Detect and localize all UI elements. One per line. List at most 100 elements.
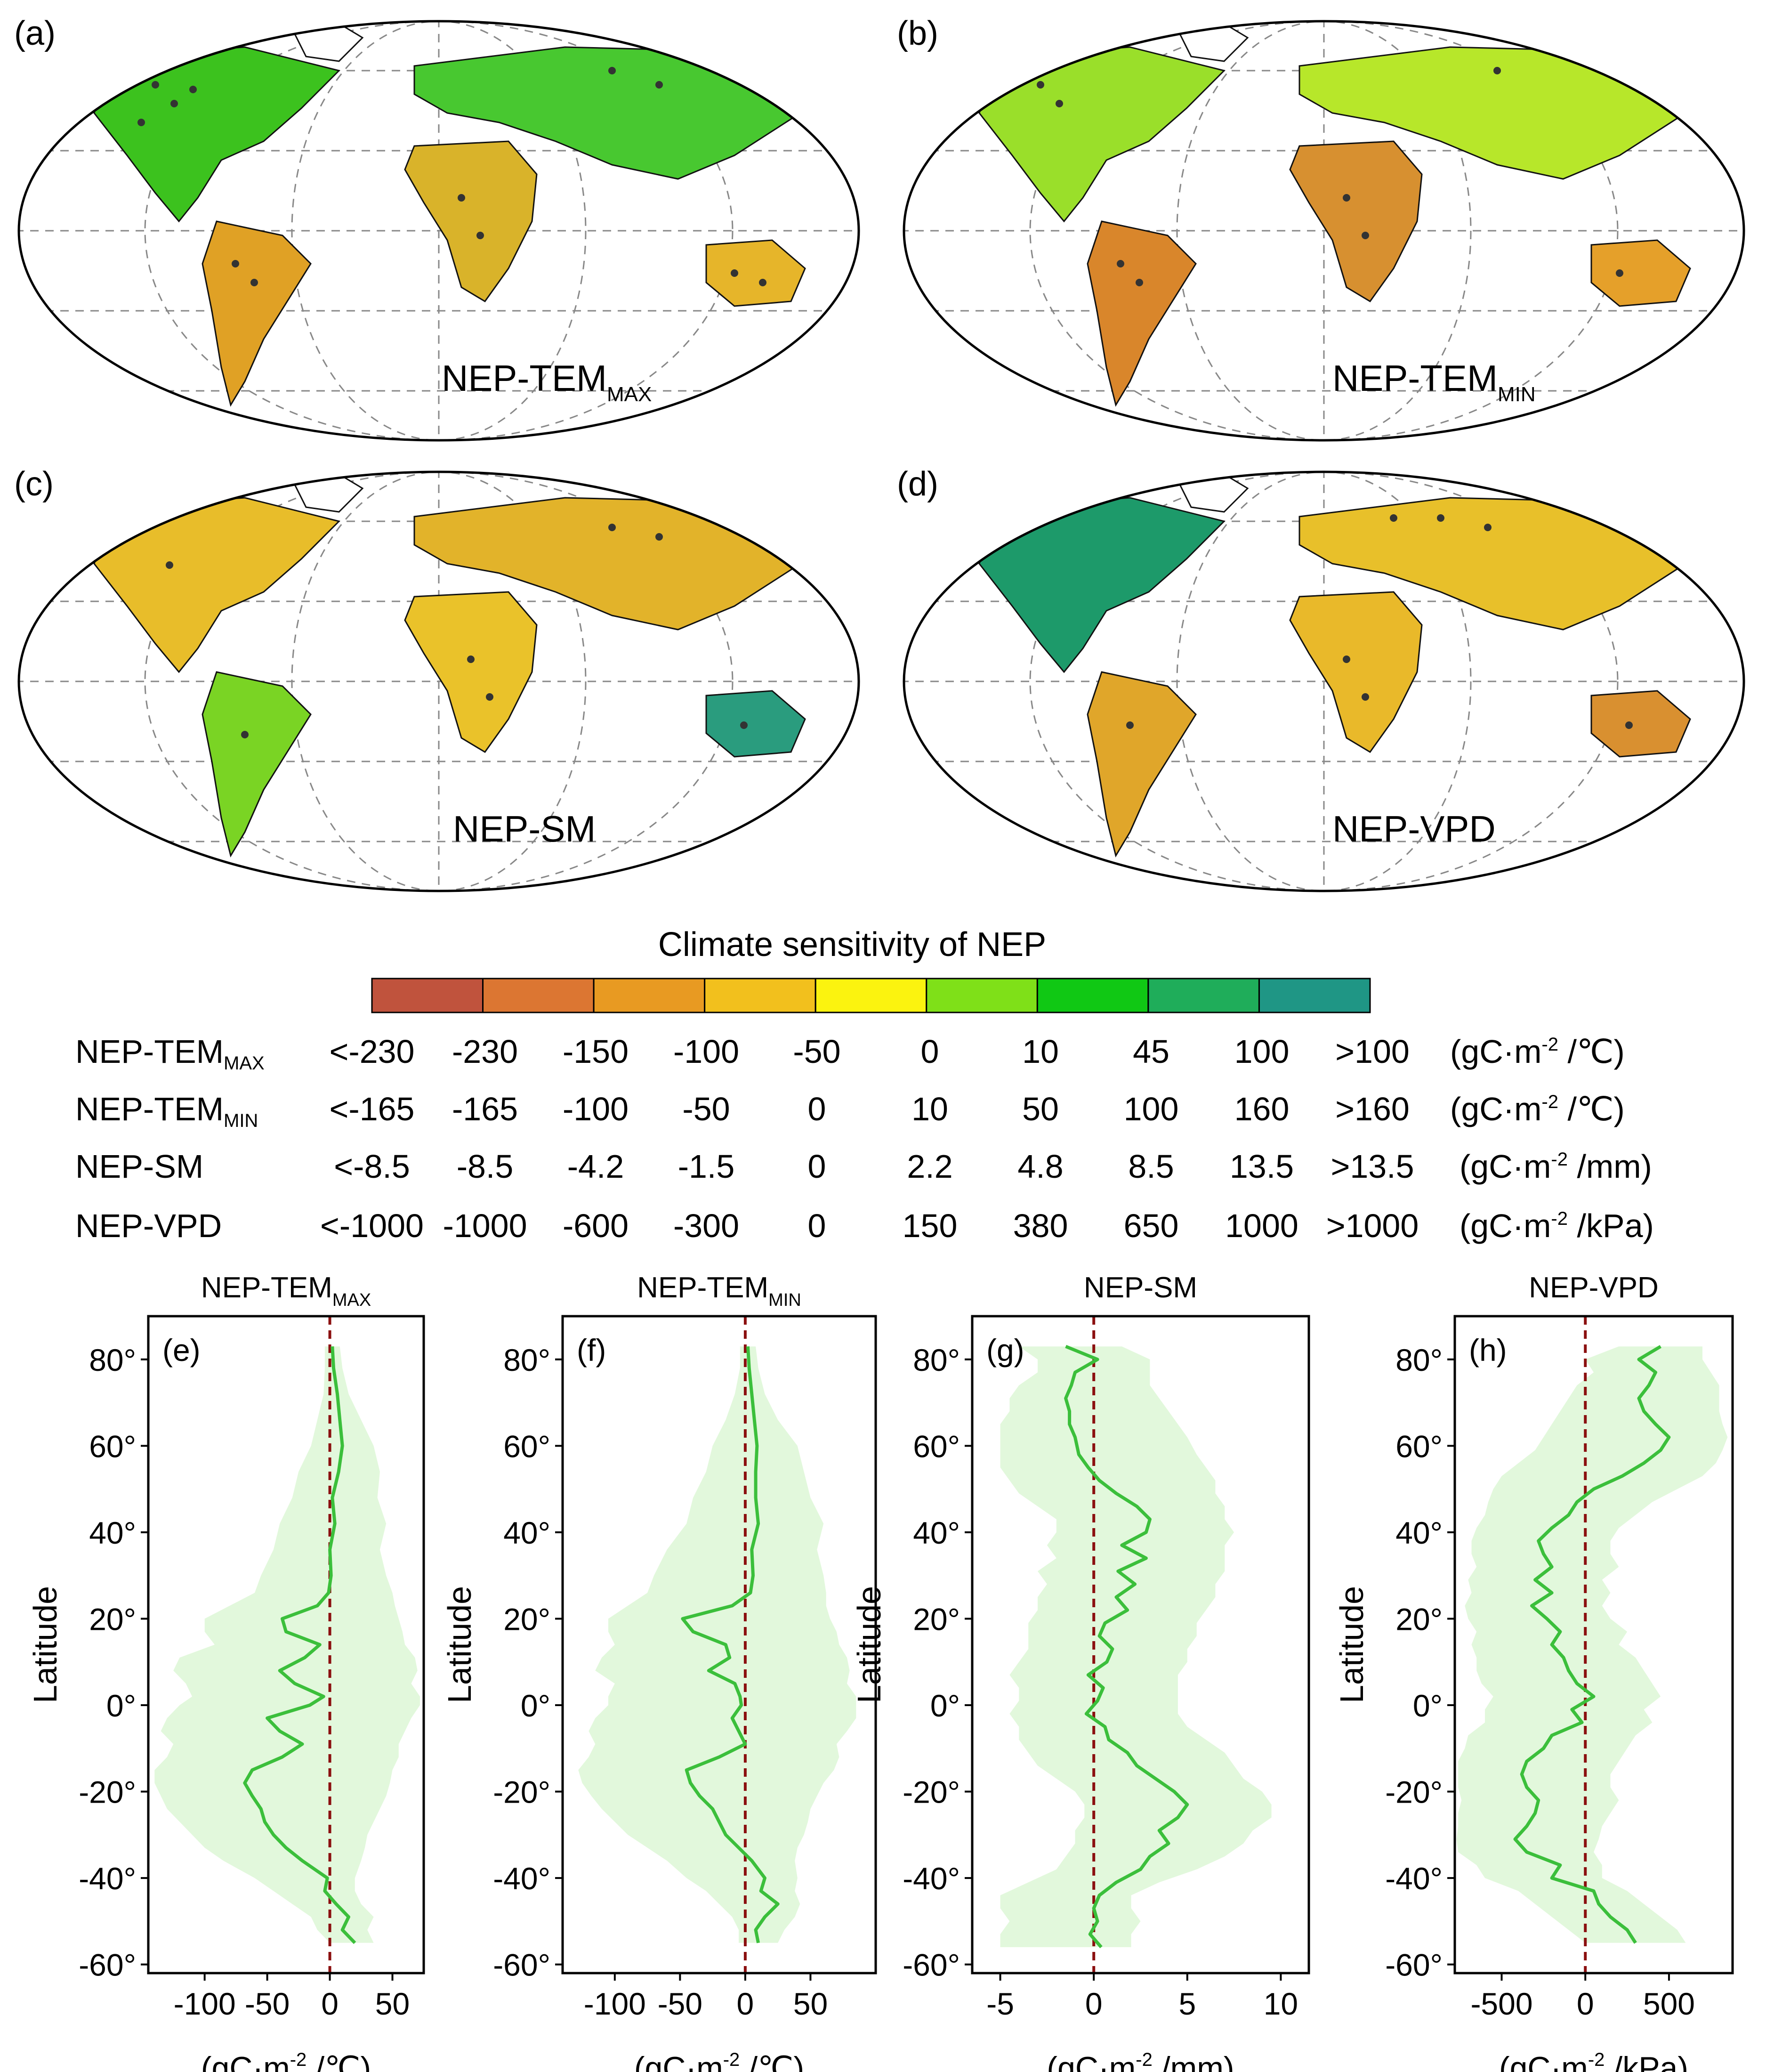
legend-value: -8.5 (456, 1148, 514, 1185)
legend-value: 0 (807, 1091, 826, 1127)
legend-value: -4.2 (567, 1148, 624, 1185)
panel-label: (c) (14, 465, 54, 503)
y-tick-label: 60° (913, 1429, 960, 1464)
legend-row: NEP-SM (gC·m-2 /mm) <-8.5 -8.5 -4.2 -1.5 0 2.… (0, 1141, 1766, 1192)
plot-frame (1453, 1315, 1734, 1975)
legend-value: <-165 (329, 1091, 415, 1127)
legend-value: -300 (673, 1207, 740, 1244)
legend-value: >1000 (1326, 1207, 1419, 1244)
map-frame (17, 20, 860, 442)
legend-value: -230 (452, 1033, 518, 1070)
legend-value: -100 (562, 1091, 629, 1127)
colorbar (371, 978, 1371, 1013)
australia (1590, 239, 1691, 307)
plot-frame (971, 1315, 1310, 1975)
y-tick-label: 40° (89, 1515, 136, 1550)
y-tick-label: 0° (1413, 1688, 1443, 1723)
legend-value: <-8.5 (334, 1148, 410, 1185)
mean-sensitivity-line (681, 1346, 780, 1943)
x-tick-label: 5 (1178, 1986, 1196, 2021)
north-america (978, 497, 1226, 673)
legend-value: 650 (1123, 1207, 1179, 1244)
profile-chart-e: 80° 60° 40° 20° 0° -20° -40° -60° -100 -50 0 50 (e)N… (27, 1271, 425, 2072)
y-tick-label: 0° (521, 1688, 550, 1723)
colorbar-swatch (593, 978, 706, 1013)
y-axis-label: Latitude (441, 1586, 478, 1703)
latitude-profile-charts: 80°60°40°20°0°-20°-40°-60°-100 -50 0 50(e)N… (27, 1271, 1734, 2072)
australia (1590, 690, 1691, 758)
y-tick-label: -60° (1385, 1948, 1443, 1983)
colorbar-swatch (482, 978, 595, 1013)
x-tick-label: -500 (1470, 1986, 1532, 2021)
legend-value: 100 (1234, 1033, 1290, 1070)
x-tick-label: -100 (174, 1986, 236, 2021)
north-america (93, 46, 340, 223)
north-america (978, 46, 1226, 223)
panel-label: (f) (577, 1333, 606, 1368)
legend-value: -600 (562, 1207, 629, 1244)
y-tick-label: -40° (79, 1861, 136, 1896)
x-axis-label: (gC·m-2 /mm) (1047, 2049, 1234, 2072)
uncertainty-band (1000, 1346, 1272, 1947)
legend-value: 160 (1234, 1091, 1290, 1127)
map-frame (903, 20, 1745, 442)
legend-value: 50 (1022, 1091, 1059, 1127)
legend-value: 380 (1013, 1207, 1068, 1244)
legend-value: 1000 (1225, 1207, 1298, 1244)
y-tick-label: 80° (503, 1343, 550, 1377)
legend-value: >100 (1335, 1033, 1410, 1070)
south-america (1087, 220, 1197, 407)
legend-row: NEP-TEMMAX (gC·m-2 /℃) <-230 -230 -150 -100… (0, 1026, 1766, 1077)
legend-unit: (gC·m-2 /℃) (1450, 1091, 1625, 1127)
map-frame (903, 470, 1745, 892)
legend-value: -1000 (443, 1207, 527, 1244)
chart-title: NEP-SM (1084, 1271, 1197, 1304)
chart-title: NEP-VPD (1529, 1271, 1659, 1304)
legend-value: 0 (920, 1033, 939, 1070)
legend-value: 8.5 (1128, 1148, 1174, 1185)
x-tick-label: 0 (321, 1986, 339, 2021)
x-axis-label: (gC·m-2 /kPa) (1499, 2049, 1688, 2072)
panel-label: (a) (14, 15, 56, 52)
south-america (202, 220, 312, 407)
x-tick-label: 50 (793, 1986, 828, 2021)
y-tick-label: 20° (89, 1602, 136, 1636)
legend-row-label: NEP-TEMMAX (75, 1033, 265, 1074)
map-title: NEP-TEMMIN (1332, 357, 1536, 406)
y-tick-label: -40° (493, 1861, 550, 1896)
legend-value: 150 (902, 1207, 958, 1244)
map-panel-c: (c) NEP-SM (14, 465, 860, 892)
x-tick-label: 50 (375, 1986, 410, 2021)
australia (705, 239, 806, 307)
plot-frame (561, 1315, 877, 1975)
land-masses (93, 473, 839, 858)
mean-sensitivity-line (1064, 1344, 1189, 1949)
legend-row-label: NEP-TEMMIN (75, 1091, 258, 1131)
y-axis-label: Latitude (1333, 1586, 1370, 1703)
legend-value: 45 (1133, 1033, 1169, 1070)
legend-value: -1.5 (677, 1148, 735, 1185)
colorbar-swatch (704, 978, 816, 1013)
y-tick-label: 0° (930, 1688, 960, 1723)
legend-row: NEP-VPD (gC·m-2 /kPa) <-1000 -1000 -600 -30… (0, 1200, 1766, 1252)
colorbar-swatch (926, 978, 1038, 1013)
legend-value: >160 (1335, 1091, 1410, 1127)
y-tick-label: -60° (493, 1948, 550, 1983)
south-america (1087, 671, 1197, 858)
y-tick-label: -60° (79, 1948, 136, 1983)
chart-title: NEP-TEMMIN (637, 1271, 801, 1310)
legend-value: -150 (562, 1033, 629, 1070)
y-tick-label: -40° (1385, 1861, 1443, 1896)
y-tick-label: -20° (493, 1775, 550, 1810)
panel-label: (e) (162, 1333, 201, 1368)
x-tick-label: -5 (986, 1986, 1014, 2021)
legend-value: -50 (793, 1033, 841, 1070)
mean-sensitivity-line (1513, 1345, 1671, 1944)
y-tick-label: 80° (913, 1343, 960, 1377)
y-tick-label: 20° (913, 1602, 960, 1636)
hatching-dots (137, 67, 766, 286)
y-tick-label: 60° (503, 1429, 550, 1464)
map-title: NEP-SM (453, 808, 596, 850)
panel-label: (h) (1469, 1333, 1507, 1368)
legend-value: 100 (1123, 1091, 1179, 1127)
